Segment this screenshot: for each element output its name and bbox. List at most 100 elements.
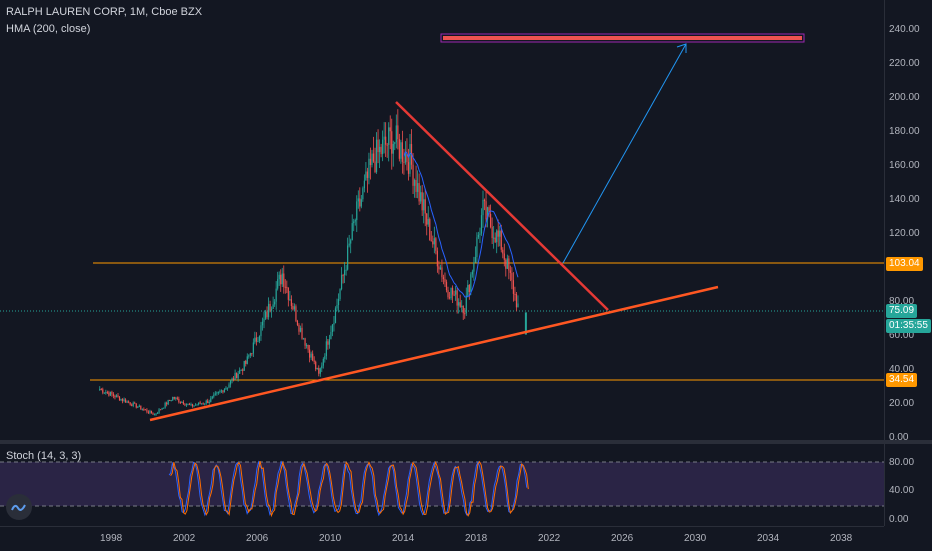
candle-body	[413, 180, 416, 186]
price-axis[interactable]: 240.00 220.00 200.00 180.00 160.00 140.0…	[884, 0, 932, 526]
candle-body	[102, 389, 104, 393]
candle-body	[451, 287, 454, 295]
candle-body	[351, 223, 353, 241]
candle-body	[126, 401, 128, 403]
candle-body	[441, 267, 443, 278]
candle-body	[117, 395, 119, 397]
resistance-price-tag: 103.04	[886, 257, 923, 271]
candle-body	[261, 321, 264, 326]
candle-body	[456, 290, 458, 306]
candle-body	[216, 392, 218, 394]
candle-body	[497, 230, 499, 237]
candle-body	[114, 395, 116, 398]
time-tick: 2030	[684, 533, 707, 544]
candle-body	[439, 267, 442, 270]
candle-body	[175, 397, 177, 399]
symbol-title[interactable]: RALPH LAUREN CORP, 1M, Cboe BZX	[6, 6, 203, 18]
candle-body	[417, 183, 419, 192]
candle-body	[103, 392, 105, 394]
candle-body	[120, 398, 122, 401]
candle-body	[400, 142, 402, 159]
candle-body	[190, 404, 192, 406]
candle-body	[220, 390, 223, 392]
projection-arrow[interactable]	[562, 43, 687, 264]
rising-support-trendline[interactable]	[149, 285, 719, 422]
candle-body	[380, 146, 382, 155]
support-price-tag: 34.54	[886, 373, 918, 387]
candle-body	[242, 369, 244, 371]
candle-body	[106, 392, 108, 394]
candle-body	[397, 125, 399, 140]
candle-body	[491, 226, 493, 239]
candle-body	[196, 404, 198, 406]
candle-body	[334, 308, 337, 323]
candle-body	[494, 237, 496, 243]
candle-body	[284, 286, 286, 288]
candle-body	[426, 213, 428, 225]
candle-body	[353, 221, 355, 224]
candle-body	[222, 390, 224, 393]
candle-body	[509, 270, 511, 273]
candle-body	[264, 311, 267, 319]
candlestick-series	[99, 109, 527, 416]
candle-body	[128, 401, 130, 403]
candle-body	[248, 355, 250, 357]
tradingview-logo[interactable]	[6, 494, 32, 520]
candle-body	[438, 266, 440, 270]
price-tick: 80.00	[889, 296, 915, 307]
candle-body	[188, 403, 191, 405]
candle-body	[138, 405, 140, 407]
candle-body	[272, 304, 274, 309]
candle-body	[382, 139, 384, 155]
candle-body	[158, 409, 160, 413]
candle-body	[290, 299, 292, 306]
candle-body	[345, 269, 347, 271]
candle-body	[479, 233, 481, 235]
candle-body	[112, 394, 115, 396]
candle-body	[292, 305, 294, 310]
candle-body	[293, 306, 296, 310]
candle-body	[429, 219, 431, 241]
time-axis[interactable]: 1998 2002 2006 2010 2014 2018 2022 2026 …	[0, 526, 884, 551]
candle-body	[146, 409, 148, 412]
candle-body	[356, 201, 358, 221]
pane-separator[interactable]	[0, 440, 932, 444]
candle-body	[155, 413, 157, 415]
candle-body	[208, 401, 210, 404]
candle-body	[164, 402, 166, 408]
target-zone-box[interactable]	[440, 33, 805, 43]
candle-body	[374, 161, 376, 173]
candle-body	[176, 397, 178, 399]
stoch-legend[interactable]: Stoch (14, 3, 3)	[6, 450, 82, 462]
candle-body	[170, 400, 172, 402]
candle-body	[458, 302, 460, 306]
candle-body	[515, 294, 518, 308]
candle-body	[147, 411, 150, 413]
candle-body	[278, 274, 280, 280]
stochastic-pane[interactable]: Stoch (14, 3, 3)	[0, 444, 884, 526]
candle-body	[386, 144, 388, 146]
candle-body	[213, 394, 215, 397]
candle-body	[354, 220, 356, 222]
price-chart-pane[interactable]: RALPH LAUREN CORP, 1M, Cboe BZX HMA (200…	[0, 0, 884, 440]
falling-resistance-trendline[interactable]	[395, 101, 609, 311]
logo-wave-icon	[11, 504, 26, 511]
stochastic-canvas[interactable]	[0, 444, 884, 526]
candle-body	[388, 127, 390, 145]
candle-body	[115, 395, 118, 398]
candle-body	[140, 405, 142, 410]
candle-body	[369, 158, 372, 166]
indicator-legend[interactable]: HMA (200, close)	[6, 23, 91, 35]
candle-body	[167, 399, 169, 405]
candle-body	[277, 279, 279, 289]
candle-body	[137, 406, 139, 408]
candle-body	[365, 171, 367, 181]
candle-body	[283, 273, 285, 287]
price-chart-canvas[interactable]	[0, 0, 884, 440]
candle-body	[389, 127, 391, 132]
candle-body	[315, 361, 317, 370]
candle-body	[383, 136, 385, 140]
candle-body	[480, 215, 483, 234]
candle-body	[153, 414, 156, 416]
candle-body	[435, 238, 437, 251]
